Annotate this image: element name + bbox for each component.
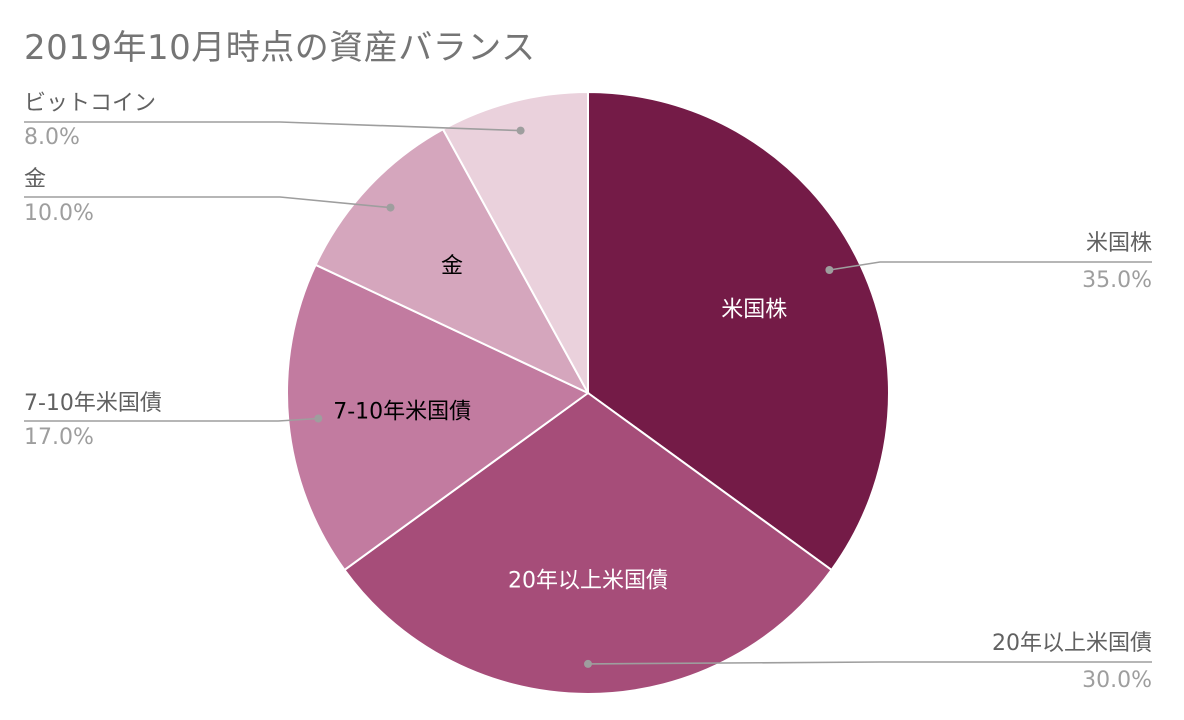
slice-inner-label: 7-10年米国債 [333, 400, 471, 425]
leader-line [24, 196, 391, 209]
leader-dot [314, 414, 323, 423]
pie-slice-5 [441, 90, 589, 394]
callout-label: ビットコイン [24, 91, 156, 116]
pie-slice-1 [587, 90, 890, 572]
leader-dot [825, 266, 834, 274]
callout-percent: 30.0% [1082, 668, 1152, 693]
leader-dot [386, 203, 395, 212]
slice-inner-label: 米国株 [721, 297, 787, 322]
callout-label: 20年以上米国債 [992, 631, 1152, 656]
callout-label: 7-10年米国債 [24, 391, 162, 416]
callout-percent: 35.0% [1082, 268, 1152, 293]
slice-inner-label: 金 [441, 254, 463, 279]
leader-line [24, 417, 319, 422]
leader-line [829, 261, 1152, 271]
pie-slice-4 [314, 127, 591, 396]
slice-inner-label: 20年以上米国債 [508, 569, 668, 594]
leader-dot [516, 126, 525, 135]
pie-slice-2 [343, 391, 833, 695]
callout-label: 米国株 [1086, 231, 1152, 256]
callout-percent: 8.0% [24, 125, 80, 150]
callout-percent: 17.0% [24, 425, 94, 450]
pie-slice-3 [286, 263, 590, 572]
leader-line [587, 661, 1152, 665]
leader-line [24, 121, 521, 132]
chart-title: 2019年10月時点の資産バランス [24, 28, 536, 68]
callout-percent: 10.0% [24, 201, 94, 226]
leader-dot [584, 659, 592, 668]
callout-label: 金 [24, 167, 46, 192]
